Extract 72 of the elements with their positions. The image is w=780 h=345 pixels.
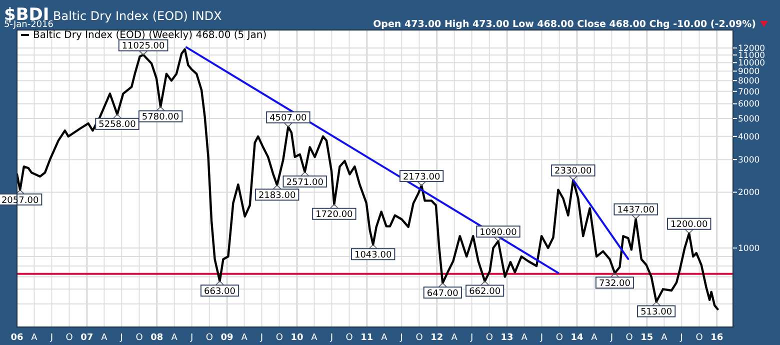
x-tick-label: A xyxy=(31,333,38,343)
y-tick-label: 2000 xyxy=(738,188,760,198)
x-tick-label: J xyxy=(329,333,334,343)
x-tick-label: 15 xyxy=(640,333,654,343)
x-tick-label: O xyxy=(696,333,703,343)
x-tick-label: 09 xyxy=(220,333,234,343)
annotation: 1043.00 xyxy=(354,250,392,260)
x-tick-label: O xyxy=(556,333,563,343)
x-tick-label: 11 xyxy=(360,333,374,343)
y-tick-label: 5000 xyxy=(738,114,760,124)
x-tick-label: J xyxy=(679,333,683,343)
x-tick-label: A xyxy=(241,333,248,343)
annotation: 513.00 xyxy=(640,308,672,318)
x-tick-label: J xyxy=(539,333,544,343)
annotation: 663.00 xyxy=(204,286,236,297)
x-tick-label: J xyxy=(119,333,123,343)
legend-label: Baltic Dry Index (EOD) (Weekly) 468.00 (5 Jan) xyxy=(33,30,267,41)
x-tick-label: O xyxy=(416,333,423,343)
x-tick-label: J xyxy=(189,333,194,343)
annotation: 647.00 xyxy=(426,288,459,299)
x-tick-label: J xyxy=(609,333,614,343)
y-tick-label: 1000 xyxy=(738,244,760,254)
x-tick-label: J xyxy=(259,333,264,343)
x-tick-label: 06 xyxy=(10,333,24,343)
text: Open 473.00 High 473.00 Low 468.00 Close 468.00 Chg -10.00 (-2.09%) xyxy=(373,19,756,30)
annotation: 662.00 xyxy=(469,287,501,298)
x-tick-label: J xyxy=(399,333,403,343)
annotation: 1437.00 xyxy=(617,206,655,216)
x-tick-label: O xyxy=(626,333,633,343)
chart-subtitle: 5-Jan-2016 xyxy=(4,20,54,30)
x-tick-label: O xyxy=(346,333,353,343)
annotation: 1720.00 xyxy=(316,210,354,220)
x-tick-label: 10 xyxy=(290,333,304,343)
x-tick-label: A xyxy=(591,333,598,343)
x-tick-label: 12 xyxy=(430,333,444,343)
y-tick-label: 3000 xyxy=(738,156,760,166)
annotation: 2571.00 xyxy=(286,178,324,188)
x-tick-label: 16 xyxy=(710,333,724,343)
y-tick-label: 6000 xyxy=(738,100,760,110)
x-tick-label: O xyxy=(276,333,283,343)
annotation: 2330.00 xyxy=(554,166,592,177)
x-tick-label: A xyxy=(521,333,528,343)
y-tick-label: 4000 xyxy=(738,132,760,142)
x-tick-label: A xyxy=(171,333,178,343)
x-tick-label: A xyxy=(101,333,108,343)
x-tick-label: 13 xyxy=(500,333,514,343)
x-tick-label: J xyxy=(469,333,474,343)
annotation: 4507.00 xyxy=(270,114,308,124)
annotation: 2173.00 xyxy=(402,172,440,182)
annotation: 2183.00 xyxy=(258,190,296,201)
x-tick-label: A xyxy=(661,333,668,343)
x-tick-label: A xyxy=(311,333,318,343)
annotation: 1200.00 xyxy=(670,220,708,230)
x-tick-label: 08 xyxy=(150,333,164,343)
x-tick-label: O xyxy=(206,333,213,343)
x-tick-label: O xyxy=(66,333,73,343)
y-tick-label: 8000 xyxy=(738,76,760,87)
x-tick-label: A xyxy=(451,333,458,343)
y-tick-label: 9000 xyxy=(738,67,760,78)
annotation: 11025.00 xyxy=(122,42,166,52)
x-tick-label: J xyxy=(49,333,54,343)
x-tick-label: O xyxy=(486,333,493,343)
x-tick-label: 07 xyxy=(80,333,94,343)
y-tick-label: 10000 xyxy=(738,58,766,69)
annotation: 1090.00 xyxy=(480,228,518,238)
annotation: 732.00 xyxy=(599,278,631,289)
x-tick-label: A xyxy=(381,333,388,343)
annotation: 5780.00 xyxy=(142,112,180,123)
y-tick-label: 7000 xyxy=(738,87,760,98)
annotation: 5258.00 xyxy=(98,120,136,130)
x-tick-label: 14 xyxy=(570,333,584,343)
x-tick-label: O xyxy=(136,333,143,343)
